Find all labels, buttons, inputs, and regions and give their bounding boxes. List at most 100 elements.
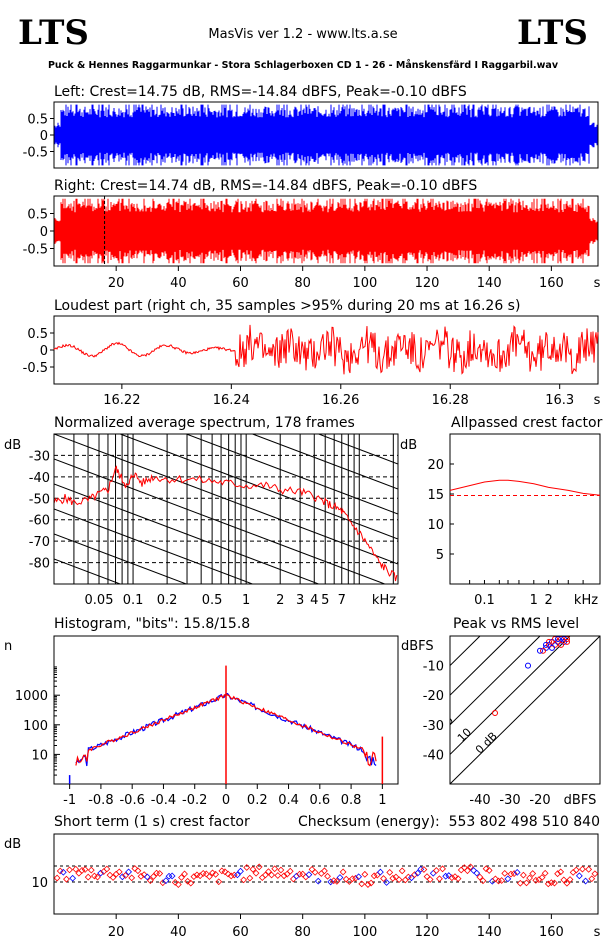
x-tick-label: 16.28 — [432, 393, 469, 408]
crest-point — [560, 876, 568, 884]
crest-diagonal — [450, 636, 541, 726]
crest-point — [520, 871, 527, 879]
slope-gridline — [54, 483, 321, 584]
crest-point — [255, 863, 263, 871]
crest-point — [380, 875, 387, 882]
x-tick-label: 0.2 — [247, 793, 268, 808]
crest-point — [94, 873, 101, 881]
x-tick-label: 0.8 — [341, 793, 362, 808]
crest-point — [336, 874, 344, 881]
x-tick-label: -20 — [529, 793, 550, 808]
loudest-part-plot: 0.5 0 -0.5 16.22 16.24 16.26 16.28 16.3 s Loudest… — [23, 298, 601, 408]
crest-point — [311, 869, 319, 876]
y-tick-label: -80 — [29, 557, 50, 572]
x-tick-label: 120 — [415, 925, 440, 940]
spectrum-grid — [54, 434, 398, 584]
y-tick-label: 100 — [23, 719, 48, 734]
crest-point — [411, 871, 418, 879]
crest-point — [87, 866, 95, 874]
crest-point — [212, 870, 220, 878]
crest-point — [324, 872, 331, 880]
crest-point — [327, 878, 335, 886]
crest-curve — [449, 479, 601, 496]
crest-point — [59, 868, 67, 876]
crest-diagonal-label: 0 dB — [473, 730, 500, 757]
peak-rms-point — [546, 638, 552, 645]
checksum-label: Checksum (energy): — [298, 814, 440, 830]
slope-gridline — [54, 508, 254, 584]
x-tick-label: 20 — [108, 925, 125, 940]
crest-point — [265, 868, 272, 876]
y-tick-label: -0.5 — [23, 146, 48, 161]
crest-point — [569, 868, 577, 876]
crest-point — [429, 869, 437, 877]
plot-title: Loudest part (right ch, 35 samples >95% … — [54, 298, 520, 314]
crest-point — [156, 870, 164, 877]
crest-point — [377, 868, 384, 876]
x-tick-label: 140 — [477, 276, 502, 291]
plot-title: Allpassed crest factor — [451, 415, 603, 431]
y-tick-label: 0.5 — [27, 208, 48, 223]
y-tick-label: -60 — [29, 514, 50, 529]
crest-point — [352, 874, 359, 882]
crest-point — [364, 881, 372, 888]
crest-point — [243, 864, 251, 871]
crest-point — [271, 865, 279, 873]
crest-point — [414, 869, 422, 877]
x-unit-label: kHz — [372, 593, 396, 608]
checksum-value: 553 802 498 510 840 — [449, 814, 600, 830]
peak-rms-point — [543, 641, 549, 648]
y-axis-label: n — [4, 639, 12, 654]
crest-point — [63, 875, 70, 883]
short-term-crest-plot: 10 20 40 60 80 100 120 140 160 s dB Short term (1 s… — [4, 814, 601, 940]
crest-point — [482, 865, 490, 873]
x-tick-label: 16.26 — [322, 393, 359, 408]
crest-point — [69, 874, 77, 882]
crest-point — [426, 876, 434, 883]
slope-gridline — [54, 558, 122, 584]
crest-point — [187, 879, 195, 887]
crest-point — [293, 872, 300, 880]
crest-point — [563, 879, 571, 887]
x-tick-label: 1 — [530, 593, 538, 608]
slope-gridline — [118, 434, 398, 540]
x-tick-label: 80 — [294, 276, 311, 291]
y-tick-label: 10 — [31, 876, 48, 891]
x-unit-label: s — [594, 276, 601, 291]
crest-point — [150, 873, 157, 880]
crest-point — [591, 870, 599, 878]
crest-point — [572, 866, 580, 874]
crest-point — [526, 874, 534, 882]
crest-point — [234, 871, 241, 879]
x-tick-label: 1 — [242, 593, 250, 608]
y-tick-label: 0.5 — [27, 113, 48, 128]
crest-point — [268, 871, 275, 879]
crest-point — [439, 865, 446, 873]
crest-point — [224, 870, 232, 878]
peak-rms-point — [552, 641, 558, 648]
y-tick-label: 5 — [436, 548, 444, 563]
x-tick-label: 5 — [321, 593, 329, 608]
crest-point — [557, 868, 565, 876]
crest-point — [302, 873, 310, 881]
x-tick-label: 16.3 — [545, 393, 574, 408]
crest-point — [78, 867, 86, 874]
y-axis-label: dB — [4, 837, 21, 852]
x-tick-label: 20 — [108, 276, 125, 291]
crest-point — [339, 868, 347, 876]
crest-point — [420, 866, 428, 873]
x-tick-label: -0.6 — [119, 793, 144, 808]
crest-point — [196, 872, 204, 880]
slope-gridline — [184, 434, 398, 515]
x-tick-label: -1 — [63, 793, 76, 808]
logo-left: LTS — [18, 13, 89, 53]
crest-point — [383, 879, 391, 886]
x-tick-label: 100 — [352, 925, 377, 940]
crest-point — [317, 870, 325, 877]
app-title: MasVis ver 1.2 - www.lts.a.se — [208, 27, 397, 42]
crest-diagonal-label: 10 — [455, 726, 474, 745]
crest-point — [501, 869, 509, 877]
crest-point — [516, 879, 524, 887]
x-tick-label: 0 — [222, 793, 230, 808]
